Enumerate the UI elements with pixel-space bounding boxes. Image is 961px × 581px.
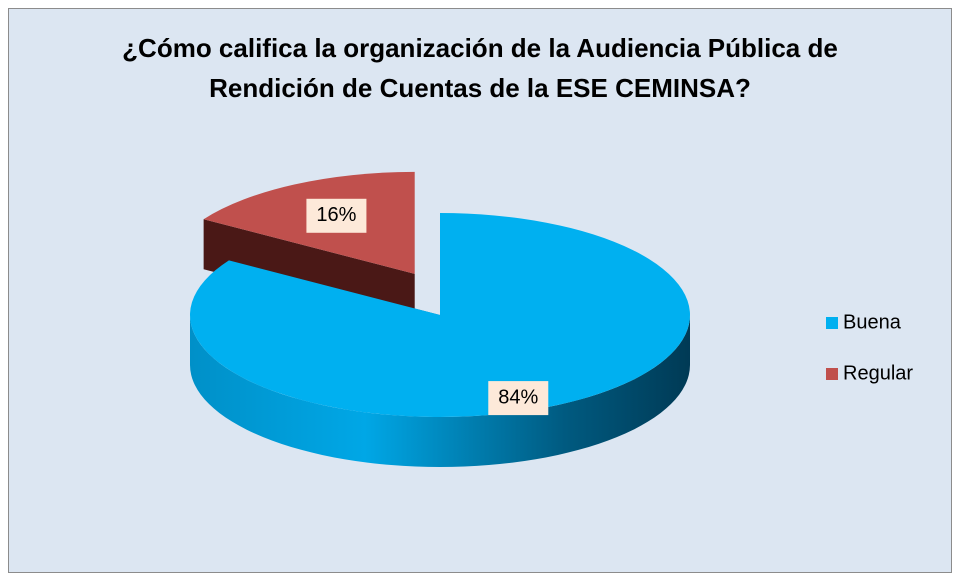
legend-swatch (826, 317, 838, 329)
data-label: 16% (316, 204, 356, 226)
slice-side (190, 315, 690, 467)
data-label: 84% (498, 386, 538, 408)
slice (190, 213, 691, 418)
legend-swatch (826, 368, 838, 380)
data-label-box (306, 198, 367, 233)
chart-title: ¿Cómo califica la organización de la Aud… (122, 33, 838, 103)
data-label-box (488, 381, 549, 416)
legend-label: Regular (843, 362, 913, 384)
legend-label: Buena (843, 311, 902, 333)
